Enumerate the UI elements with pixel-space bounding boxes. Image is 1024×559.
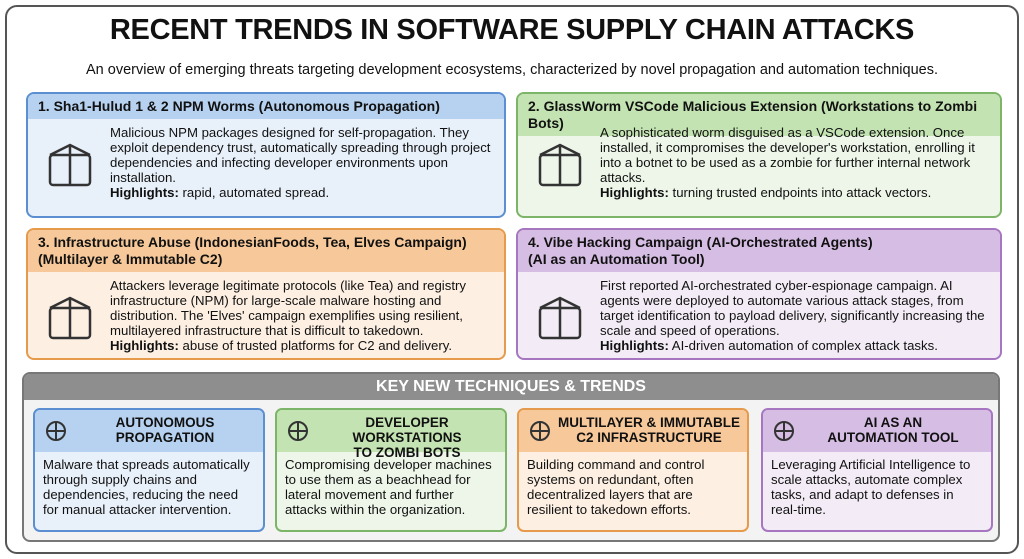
highlight-text: AI-driven automation of complex attack t… [671, 338, 938, 353]
key-item: DEVELOPER WORKSTATIONS TO ZOMBI BOTS Compr… [275, 408, 507, 532]
key-item-title-line: AUTONOMOUS [115, 415, 215, 430]
key-item-body: Leveraging Artificial Intelligence to sc… [771, 457, 971, 517]
card-text: First reported AI-orchestrated cyber-esp… [600, 278, 985, 338]
icon [288, 421, 308, 441]
key-title: KEY NEW TECHNIQUES & TRENDS [24, 374, 998, 400]
card-title: 2. GlassWorm VSCode Malicious Extension … [518, 94, 1000, 136]
highlight-label: Highlights: [600, 338, 669, 353]
icon [530, 421, 550, 441]
key-item-title-line: AI AS AN [863, 415, 923, 430]
card-title-line: 3. Infrastructure Abuse (IndonesianFoods… [38, 234, 467, 250]
subtitle: An overview of emerging threats targetin… [86, 62, 938, 78]
card-title: 3. Infrastructure Abuse (IndonesianFoods… [28, 230, 504, 272]
card-title-line: (AI as an Automation Tool) [528, 251, 705, 267]
key-item: AUTONOMOUS PROPAGATION Malware that spread… [33, 408, 265, 532]
key-item-title: DEVELOPER WORKSTATIONS TO ZOMBI BOTS [277, 410, 505, 460]
card-text: Attackers leverage legitimate protocols … [110, 278, 466, 338]
highlight-text: abuse of trusted platforms for C2 and de… [182, 338, 453, 353]
card-body: First reported AI-orchestrated cyber-esp… [600, 278, 992, 353]
icon [48, 143, 92, 187]
key-item: MULTILAYER & IMMUTABLE C2 INFRASTRUCTURE B… [517, 408, 749, 532]
card: 4. Vibe Hacking Campaign (AI-Orchestrate… [516, 228, 1002, 360]
highlight-label: Highlights: [110, 185, 179, 200]
icon [46, 421, 66, 441]
icon [774, 421, 794, 441]
key-item-title-line: AUTOMATION TOOL [827, 430, 959, 445]
key-item-title-line: TO ZOMBI BOTS [353, 445, 461, 460]
card-title: 4. Vibe Hacking Campaign (AI-Orchestrate… [518, 230, 1000, 272]
frame [5, 5, 1019, 554]
key-item-title-line: PROPAGATION [115, 430, 215, 445]
card-text: Malicious NPM packages designed for self… [110, 125, 491, 185]
highlight-text: rapid, automated spread. [182, 185, 330, 200]
key-section: KEY NEW TECHNIQUES & TRENDS AUTONOMOUS PR… [22, 372, 1000, 542]
key-item: AI AS AN AUTOMATION TOOL Leveraging Artifi… [761, 408, 993, 532]
card: 2. GlassWorm VSCode Malicious Extension … [516, 92, 1002, 218]
highlight-text: turning trusted endpoints into attack ve… [672, 185, 932, 200]
key-item-title: AI AS AN AUTOMATION TOOL [763, 410, 991, 452]
card-title-line: 2. GlassWorm VSCode Malicious Extension … [528, 98, 978, 131]
key-item-title-line: DEVELOPER WORKSTATIONS [352, 415, 462, 445]
card-title-line: 4. Vibe Hacking Campaign (AI-Orchestrate… [528, 234, 873, 250]
card-title-line: (Multilayer & Immutable C2) [38, 251, 223, 267]
highlight-label: Highlights: [600, 185, 669, 200]
icon [48, 296, 92, 340]
key-item-body: Malware that spreads automatically throu… [43, 457, 250, 517]
key-item-title-line: C2 INFRASTRUCTURE [576, 430, 722, 445]
card-title-line: 1. Sha1-Hulud 1 & 2 NPM Worms (Autonomou… [38, 98, 440, 114]
key-item-title: AUTONOMOUS PROPAGATION [35, 410, 263, 452]
card-body: Attackers leverage legitimate protocols … [110, 278, 496, 353]
key-item-body: Building command and control systems on … [527, 457, 705, 517]
title: RECENT TRENDS IN SOFTWARE SUPPLY CHAIN A… [109, 14, 915, 46]
card-text: A sophisticated worm disguised as a VSCo… [600, 125, 975, 185]
highlight-label: Highlights: [110, 338, 179, 353]
card-body: A sophisticated worm disguised as a VSCo… [600, 125, 992, 200]
icon [538, 143, 582, 187]
card: 1. Sha1-Hulud 1 & 2 NPM Worms (Autonomou… [26, 92, 506, 218]
card-body: Malicious NPM packages designed for self… [110, 125, 496, 200]
key-item-title: MULTILAYER & IMMUTABLE C2 INFRASTRUCTURE [519, 410, 747, 452]
card: 3. Infrastructure Abuse (IndonesianFoods… [26, 228, 506, 360]
card-title: 1. Sha1-Hulud 1 & 2 NPM Worms (Autonomou… [28, 94, 504, 119]
key-item-body: Compromising developer machines to use t… [285, 457, 492, 517]
icon [538, 296, 582, 340]
key-item-title-line: MULTILAYER & IMMUTABLE [558, 415, 740, 430]
